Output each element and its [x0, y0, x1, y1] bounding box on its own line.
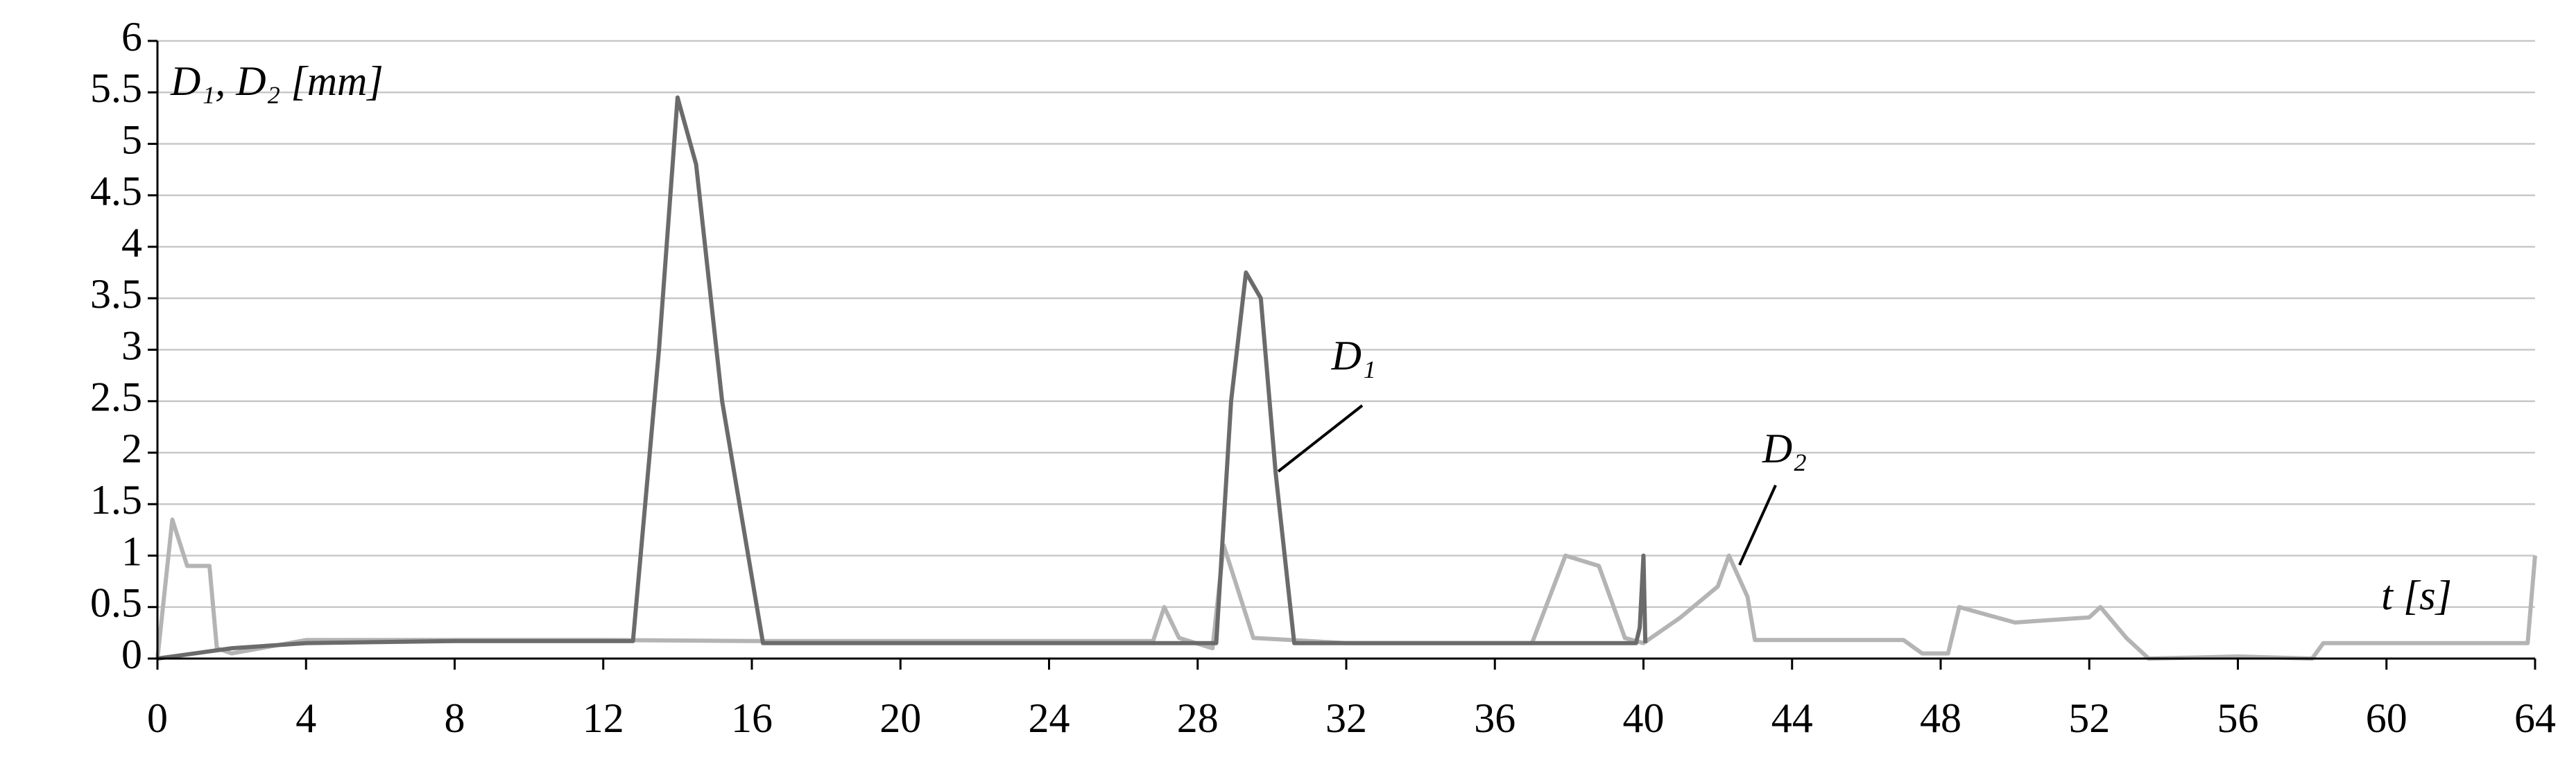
x-tick-label: 60 [2366, 695, 2407, 741]
y-axis-label: D₁, D₂ [mm] [170, 58, 384, 104]
x-tick-label: 4 [295, 695, 316, 741]
x-tick-label: 40 [1623, 695, 1665, 741]
x-tick-label: 24 [1029, 695, 1070, 741]
axes [148, 40, 2536, 670]
annotation-leader [1277, 404, 1364, 473]
x-tick-label: 64 [2514, 695, 2556, 741]
x-tick-label: 52 [2068, 695, 2110, 741]
y-tick-label: 3 [121, 322, 142, 368]
series-line [157, 95, 1648, 661]
y-tick-label: 0.5 [90, 580, 142, 626]
annotation: D₁ [1331, 333, 1376, 378]
x-tick-label: 8 [445, 695, 465, 741]
y-tick-label: 6 [121, 14, 142, 60]
y-tick-label: 4.5 [90, 168, 142, 214]
x-tick-label: 16 [731, 695, 773, 741]
x-tick-label: 28 [1177, 695, 1219, 741]
x-tick-label: 36 [1474, 695, 1515, 741]
x-tick-label: 56 [2217, 695, 2259, 741]
grid [157, 40, 2535, 660]
x-tick-label: 48 [1920, 695, 1961, 741]
lines [155, 95, 2537, 661]
y-tick-label: 0 [121, 632, 142, 677]
x-tick-label: 44 [1771, 695, 1813, 741]
x-tick-label: 0 [147, 695, 168, 741]
annotation-leader [1738, 485, 1777, 566]
y-tick-label: 2 [121, 426, 142, 471]
x-tick-label: 20 [879, 695, 921, 741]
y-tick-label: 3.5 [90, 271, 142, 317]
y-tick-label: 1 [121, 528, 142, 574]
x-tick-label: 32 [1325, 695, 1367, 741]
y-tick-label: 4 [121, 220, 142, 266]
y-tick-label: 1.5 [90, 477, 142, 523]
y-tick-label: 5.5 [90, 65, 142, 111]
series-line [155, 517, 2537, 661]
x-tick-label: 12 [583, 695, 624, 741]
y-tick-label: 2.5 [90, 374, 142, 420]
annotation: D₂ [1762, 426, 1807, 471]
y-tick-label: 5 [121, 116, 142, 162]
x-axis-label: t [s] [2381, 573, 2452, 618]
